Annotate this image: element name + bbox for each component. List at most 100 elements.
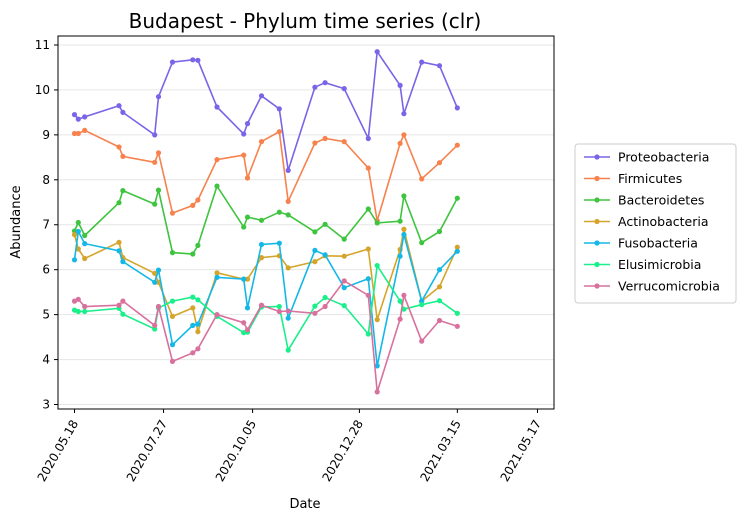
data-point [365, 165, 371, 171]
data-point [436, 284, 443, 290]
data-point [116, 144, 122, 150]
legend-marker [594, 283, 600, 289]
y-tick-label: 7 [42, 218, 50, 232]
data-point [214, 104, 220, 110]
data-point [374, 389, 380, 395]
data-point [436, 298, 443, 304]
data-point [285, 265, 291, 271]
data-point [152, 326, 158, 332]
data-point [285, 212, 291, 218]
data-point [120, 259, 126, 265]
data-point [214, 183, 220, 189]
data-point [341, 278, 347, 284]
data-point [116, 200, 122, 206]
data-point [82, 114, 88, 120]
data-point [285, 167, 291, 173]
data-point [322, 303, 328, 310]
data-point [258, 217, 265, 223]
data-point [241, 224, 247, 230]
data-point [155, 267, 162, 273]
data-point [195, 197, 201, 203]
data-point [241, 152, 247, 158]
data-point [419, 338, 425, 344]
data-point [285, 308, 291, 314]
legend-label: Elusimicrobia [618, 257, 701, 272]
series-elusimicrobia [71, 263, 460, 353]
data-point [82, 127, 88, 133]
data-point [190, 251, 196, 257]
data-point [436, 228, 443, 235]
y-tick-label: 11 [35, 38, 50, 52]
data-point [374, 220, 380, 226]
series-line [74, 279, 458, 393]
y-tick-label: 10 [35, 83, 50, 97]
data-point [436, 160, 443, 166]
data-point [397, 316, 403, 322]
data-point [258, 139, 265, 145]
chart-title: Budapest - Phylum time series (clr) [129, 9, 482, 33]
x-tick-label: 2020.05.18 [35, 418, 81, 485]
data-point [75, 308, 81, 315]
legend-marker [594, 154, 600, 160]
data-point [454, 310, 460, 316]
data-point [195, 57, 201, 63]
data-point [276, 209, 282, 215]
data-point [120, 153, 126, 159]
data-point [152, 132, 158, 138]
data-point [419, 176, 425, 182]
data-point [341, 139, 347, 145]
data-point [214, 274, 220, 280]
y-tick-label: 8 [42, 173, 50, 187]
data-point [169, 342, 176, 348]
data-point [397, 140, 403, 146]
data-point [169, 313, 176, 319]
data-point [155, 187, 162, 193]
series-line [73, 228, 458, 367]
data-point [322, 80, 328, 86]
data-point [244, 305, 251, 311]
legend-entry: Bacteroidetes [584, 193, 704, 208]
legend-marker [594, 175, 600, 182]
data-point [82, 241, 88, 247]
data-point [285, 347, 291, 353]
data-point [241, 131, 247, 137]
data-point [82, 232, 88, 239]
y-tick-label: 9 [42, 128, 50, 142]
data-point [190, 322, 196, 328]
grid-lines [58, 44, 554, 406]
data-point [116, 239, 122, 245]
data-point [190, 350, 196, 356]
legend-entry: Fusobacteria [584, 236, 698, 251]
data-point [190, 202, 196, 208]
data-point [276, 303, 282, 310]
data-point [401, 132, 407, 138]
data-point [190, 305, 196, 311]
data-point [152, 279, 158, 285]
series-line [73, 184, 459, 255]
series-proteobacteria [71, 49, 460, 173]
series-fusobacteria [71, 228, 460, 369]
data-point [258, 255, 265, 261]
data-point [374, 363, 380, 369]
legend-entry: Verrucomicrobia [584, 279, 720, 294]
data-point [454, 248, 460, 254]
data-point [120, 109, 126, 115]
y-tick-label: 5 [42, 308, 50, 322]
data-point [276, 106, 282, 112]
data-point [120, 298, 126, 304]
data-point [419, 302, 425, 308]
data-point [195, 321, 201, 327]
series-bacteroidetes [71, 183, 460, 257]
data-point [116, 248, 122, 254]
legend-marker [594, 240, 600, 246]
data-point [155, 150, 162, 156]
x-tick-label: 2020.12.28 [320, 418, 366, 485]
data-point [169, 358, 176, 364]
data-point [214, 157, 220, 163]
data-point [152, 270, 158, 276]
data-point [312, 229, 318, 235]
data-point [169, 59, 176, 65]
data-point [244, 121, 251, 127]
data-point [169, 298, 176, 304]
data-point [276, 308, 282, 315]
